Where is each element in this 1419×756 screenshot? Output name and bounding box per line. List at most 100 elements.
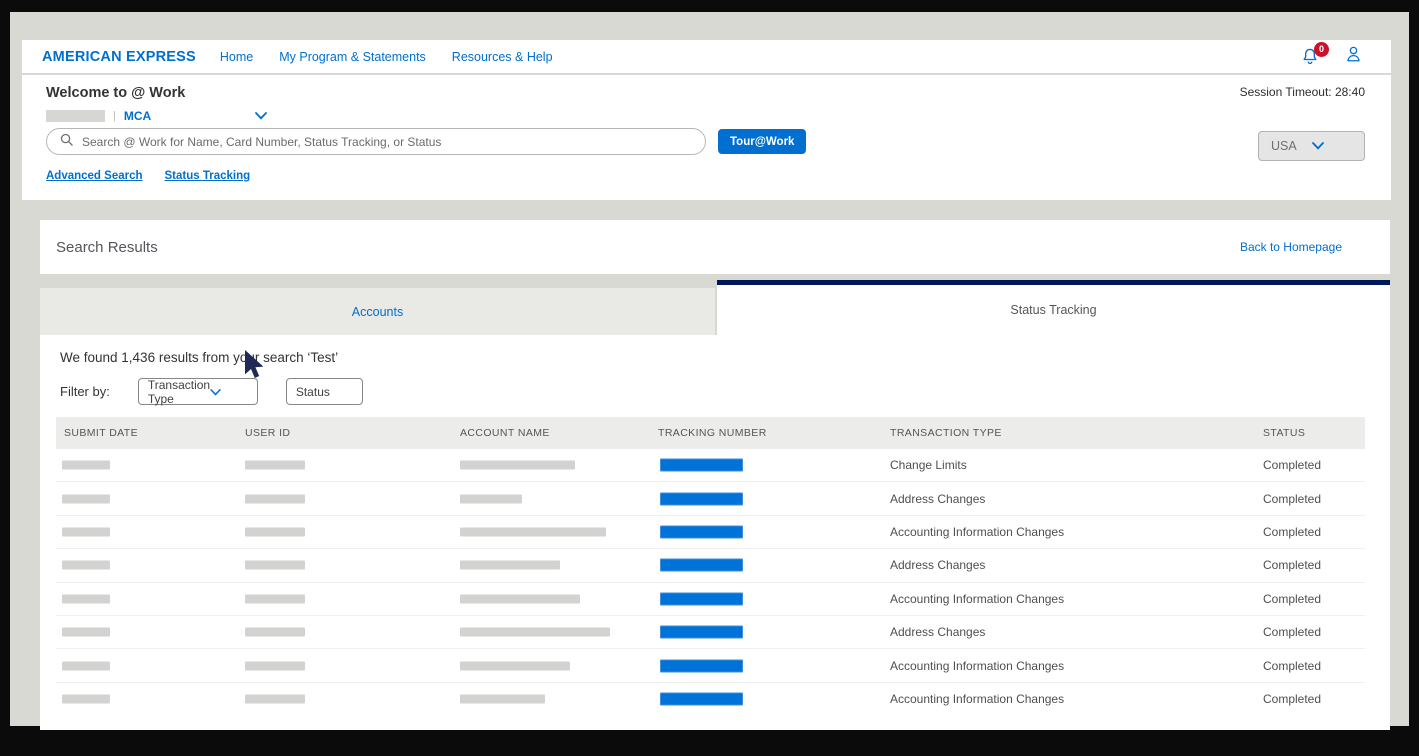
session-timeout: Session Timeout: 28:40 [1239, 85, 1365, 99]
filter-row: Filter by: Transaction Type Status [60, 377, 363, 406]
transaction-type-cell: Accounting Information Changes [890, 658, 1065, 673]
redacted-submit-date [62, 694, 110, 704]
status-cell: Completed [1263, 692, 1322, 707]
nav-right: 0 [1300, 41, 1363, 71]
redacted-user-id [245, 694, 305, 704]
table-row: Address Changes Completed [56, 482, 1365, 516]
transaction-type-filter-value: Transaction Type [147, 377, 211, 406]
amex-logo[interactable]: AMERICAN EXPRESS [42, 48, 196, 65]
redacted-user-id [245, 527, 305, 537]
tab-accounts-label: Accounts [351, 304, 404, 319]
org-selector[interactable]: | MCA [46, 107, 268, 125]
transaction-type-cell: Address Changes [890, 491, 986, 506]
redacted-account-name [460, 627, 610, 637]
advanced-search-link[interactable]: Advanced Search [46, 170, 143, 182]
column-header-submit-date: SUBMIT DATE [64, 427, 139, 439]
transaction-type-filter[interactable]: Transaction Type [137, 377, 258, 406]
country-value: USA [1271, 139, 1297, 153]
tracking-number-link[interactable] [660, 659, 743, 673]
redacted-account-name [460, 494, 522, 504]
nav-link-home[interactable]: Home [219, 49, 254, 64]
results-summary: We found 1,436 results from your search … [60, 350, 339, 365]
search-input[interactable] [82, 134, 693, 149]
tab-status-tracking[interactable]: Status Tracking [717, 280, 1390, 335]
back-to-homepage-link[interactable]: Back to Homepage [1239, 240, 1342, 254]
search-box[interactable] [46, 128, 706, 155]
filter-by-label: Filter by: [60, 384, 110, 399]
notifications-button[interactable]: 0 [1300, 41, 1329, 71]
transaction-type-cell: Accounting Information Changes [890, 692, 1065, 707]
tracking-number-link[interactable] [660, 692, 743, 706]
nav-link-resources-help[interactable]: Resources & Help [451, 49, 553, 64]
status-filter-value: Status [295, 384, 330, 399]
transaction-type-cell: Change Limits [890, 458, 967, 473]
column-header-tracking-number: TRACKING NUMBER [658, 427, 767, 439]
redacted-user-id [245, 627, 305, 637]
redacted-account-name [460, 694, 545, 704]
redacted-account-name [460, 460, 575, 470]
chevron-down-icon [1311, 139, 1353, 153]
search-row: Tour@Work [46, 128, 807, 155]
notification-badge: 0 [1314, 41, 1329, 57]
tab-accounts[interactable]: Accounts [40, 288, 715, 335]
welcome-card: Welcome to @ Work | MCA Session Timeout:… [22, 75, 1391, 200]
welcome-title: Welcome to @ Work [46, 85, 186, 101]
status-cell: Completed [1263, 591, 1322, 606]
tour-at-work-button[interactable]: Tour@Work [718, 129, 807, 154]
redacted-submit-date [62, 460, 110, 470]
chevron-down-icon[interactable] [255, 107, 268, 125]
status-cell: Completed [1263, 558, 1322, 573]
table-row: Accounting Information Changes Completed [56, 583, 1365, 616]
user-icon [1344, 46, 1363, 68]
table-row: Accounting Information Changes Completed [56, 516, 1365, 550]
bell-icon [1300, 48, 1320, 71]
column-header-account-name: ACCOUNT NAME [460, 427, 550, 439]
quick-links: Advanced Search Status Tracking [46, 170, 250, 182]
redacted-submit-date [62, 527, 110, 537]
tracking-number-link[interactable] [660, 525, 743, 539]
page-title: Search Results [56, 238, 158, 256]
table-row: Address Changes Completed [56, 616, 1365, 650]
profile-button[interactable] [1344, 44, 1363, 69]
transaction-type-cell: Address Changes [890, 558, 986, 573]
chevron-down-icon [210, 385, 248, 399]
redacted-user-id [245, 460, 305, 470]
redacted-submit-date [62, 627, 110, 637]
redacted-account-name [460, 661, 570, 671]
org-separator: | [113, 110, 116, 122]
status-cell: Completed [1263, 658, 1322, 673]
top-nav: AMERICAN EXPRESS Home My Program & State… [22, 40, 1391, 73]
status-cell: Completed [1263, 524, 1322, 539]
status-tracking-link[interactable]: Status Tracking [164, 170, 251, 182]
tracking-number-link[interactable] [660, 458, 743, 472]
nav-link-program-statements[interactable]: My Program & Statements [279, 49, 426, 64]
redacted-account-name [460, 594, 580, 604]
column-header-user-id: USER ID [245, 427, 291, 439]
table-header: SUBMIT DATE USER ID ACCOUNT NAME TRACKIN… [56, 417, 1365, 449]
status-tracking-panel: We found 1,436 results from your search … [40, 335, 1390, 730]
redacted-company-name [46, 110, 105, 122]
org-label[interactable]: MCA [123, 109, 152, 123]
redacted-submit-date [62, 594, 110, 604]
redacted-submit-date [62, 661, 110, 671]
redacted-account-name [460, 560, 560, 570]
redacted-user-id [245, 560, 305, 570]
status-filter[interactable]: Status [285, 378, 363, 405]
transaction-type-cell: Accounting Information Changes [890, 591, 1065, 606]
country-select[interactable]: USA [1258, 131, 1365, 161]
app-window: AMERICAN EXPRESS Home My Program & State… [10, 12, 1409, 730]
nav-links: Home My Program & Statements Resources &… [220, 50, 553, 64]
tracking-number-link[interactable] [660, 625, 743, 639]
tracking-number-link[interactable] [660, 592, 743, 606]
redacted-submit-date [62, 494, 110, 504]
redacted-user-id [245, 661, 305, 671]
redacted-account-name [460, 527, 606, 537]
table-row: Address Changes Completed [56, 549, 1365, 583]
tracking-number-link[interactable] [660, 558, 743, 572]
table-row: Accounting Information Changes Completed [56, 649, 1365, 683]
table-row: Change Limits Completed [56, 449, 1365, 483]
transaction-type-cell: Accounting Information Changes [890, 524, 1065, 539]
table-row: Accounting Information Changes Completed [56, 683, 1365, 716]
status-cell: Completed [1263, 625, 1322, 640]
tracking-number-link[interactable] [660, 492, 743, 506]
